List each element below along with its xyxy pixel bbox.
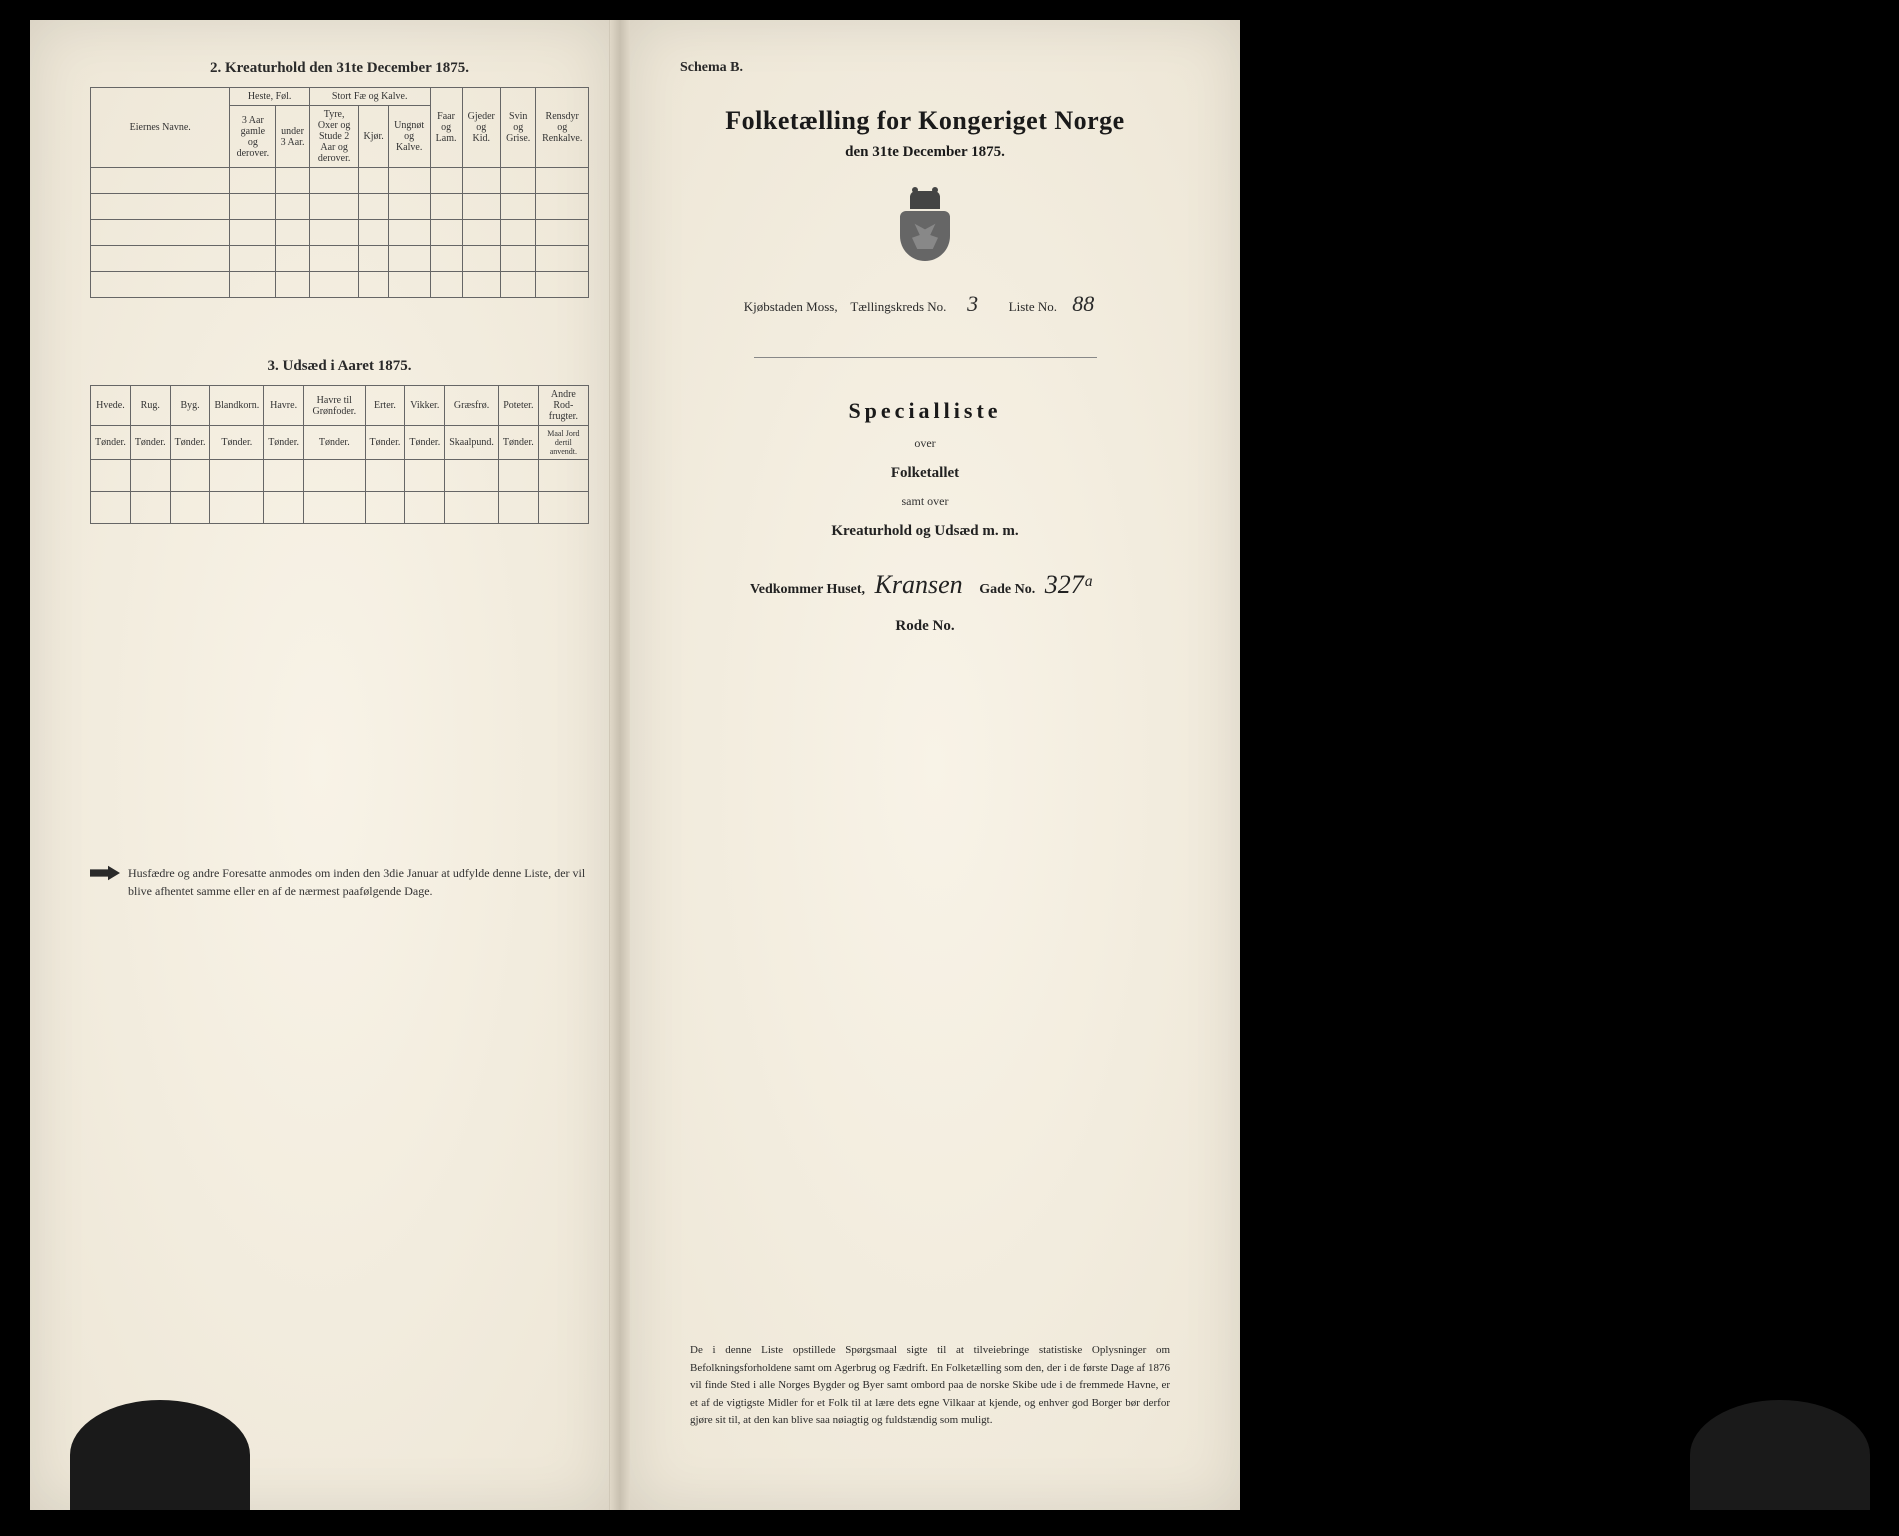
livestock-table: Eiernes Navne. Heste, Føl. Stort Fæ og K… bbox=[90, 87, 589, 298]
table-row bbox=[91, 272, 589, 298]
section2-title: 2. Kreaturhold den 31te December 1875. bbox=[90, 60, 589, 77]
col-horse-old: 3 Aar gamle og derover. bbox=[230, 106, 276, 168]
district-label: Tællingskreds No. bbox=[850, 299, 946, 314]
book-spine bbox=[610, 20, 630, 1510]
main-title: Folketælling for Kongeriget Norge bbox=[680, 106, 1170, 136]
pointing-hand-icon bbox=[90, 864, 120, 882]
unit: Tønder. bbox=[170, 426, 210, 460]
kreatur-label: Kreaturhold og Udsæd m. m. bbox=[680, 523, 1170, 540]
col-vetch: Vikker. bbox=[405, 386, 445, 426]
rode-label: Rode No. bbox=[680, 618, 1170, 635]
unit: Tønder. bbox=[405, 426, 445, 460]
sub-title: den 31te December 1875. bbox=[680, 144, 1170, 161]
district-value: 3 bbox=[958, 291, 988, 317]
meta-line: Kjøbstaden Moss, Tællingskreds No. 3 Lis… bbox=[680, 291, 1170, 317]
col-grass: Græsfrø. bbox=[445, 386, 499, 426]
col-potato: Poteter. bbox=[498, 386, 538, 426]
unit-grass: Skaalpund. bbox=[445, 426, 499, 460]
list-value: 88 bbox=[1068, 291, 1098, 317]
table-row bbox=[91, 220, 589, 246]
unit: Tønder. bbox=[91, 426, 131, 460]
list-label: Liste No. bbox=[1009, 299, 1057, 314]
col-roots: Andre Rod-frugter. bbox=[538, 386, 588, 426]
thumb-shadow bbox=[1690, 1400, 1870, 1510]
grp-cattle: Stort Fæ og Kalve. bbox=[309, 88, 430, 106]
col-greenoats: Havre til Grønfoder. bbox=[304, 386, 366, 426]
sowing-table: Hvede. Rug. Byg. Blandkorn. Havre. Havre… bbox=[90, 385, 589, 524]
coat-of-arms-icon bbox=[895, 191, 955, 261]
col-sheep: Faar og Lam. bbox=[430, 88, 462, 168]
house-line: Vedkommer Huset, Kransen Gade No. 327ᵃ bbox=[680, 570, 1170, 600]
table-row bbox=[91, 460, 589, 492]
unit: Tønder. bbox=[304, 426, 366, 460]
unit: Tønder. bbox=[498, 426, 538, 460]
instruction-block: Husfædre og andre Foresatte anmodes om i… bbox=[90, 864, 589, 900]
special-title: Specialliste bbox=[680, 398, 1170, 424]
col-rye: Rug. bbox=[130, 386, 170, 426]
col-horse-young: under 3 Aar. bbox=[276, 106, 310, 168]
book-spread: 2. Kreaturhold den 31te December 1875. E… bbox=[30, 20, 1870, 1510]
unit: Tønder. bbox=[264, 426, 304, 460]
col-reindeer: Rensdyr og Renkalve. bbox=[536, 88, 589, 168]
left-page: 2. Kreaturhold den 31te December 1875. E… bbox=[30, 20, 610, 1510]
right-page: Schema B. Folketælling for Kongeriget No… bbox=[630, 20, 1240, 1510]
footer-paragraph: De i denne Liste opstillede Spørgsmaal s… bbox=[690, 1342, 1170, 1430]
town-label: Kjøbstaden Moss, bbox=[744, 299, 838, 314]
gade-label: Gade No. bbox=[979, 582, 1035, 597]
col-goats: Gjeder og Kid. bbox=[462, 88, 500, 168]
samt-over-label: samt over bbox=[680, 494, 1170, 509]
col-barley: Byg. bbox=[170, 386, 210, 426]
table-row bbox=[91, 492, 589, 524]
unit-other: Maal Jord dertil anvendt. bbox=[538, 426, 588, 460]
schema-label: Schema B. bbox=[680, 60, 1170, 76]
folketallet-label: Folketallet bbox=[680, 465, 1170, 482]
col-peas: Erter. bbox=[365, 386, 405, 426]
table-row bbox=[91, 246, 589, 272]
over-label: over bbox=[680, 436, 1170, 451]
col-calves: Ungnøt og Kalve. bbox=[388, 106, 430, 168]
grp-horses: Heste, Føl. bbox=[230, 88, 309, 106]
col-mixed: Blandkorn. bbox=[210, 386, 264, 426]
instruction-text: Husfædre og andre Foresatte anmodes om i… bbox=[128, 864, 589, 900]
unit: Tønder. bbox=[210, 426, 264, 460]
thumb-shadow bbox=[70, 1400, 250, 1510]
col-oats: Havre. bbox=[264, 386, 304, 426]
col-owner: Eiernes Navne. bbox=[91, 88, 230, 168]
divider bbox=[754, 357, 1097, 358]
house-label: Vedkommer Huset, bbox=[750, 582, 865, 597]
col-pigs: Svin og Grise. bbox=[501, 88, 536, 168]
table-row bbox=[91, 168, 589, 194]
col-bulls: Tyre, Oxer og Stude 2 Aar og derover. bbox=[309, 106, 359, 168]
gade-value: 327ᵃ bbox=[1045, 570, 1094, 599]
unit: Tønder. bbox=[130, 426, 170, 460]
table-row bbox=[91, 194, 589, 220]
col-wheat: Hvede. bbox=[91, 386, 131, 426]
section3-title: 3. Udsæd i Aaret 1875. bbox=[90, 358, 589, 375]
unit: Tønder. bbox=[365, 426, 405, 460]
house-value: Kransen bbox=[875, 570, 963, 599]
col-cows: Kjør. bbox=[359, 106, 388, 168]
